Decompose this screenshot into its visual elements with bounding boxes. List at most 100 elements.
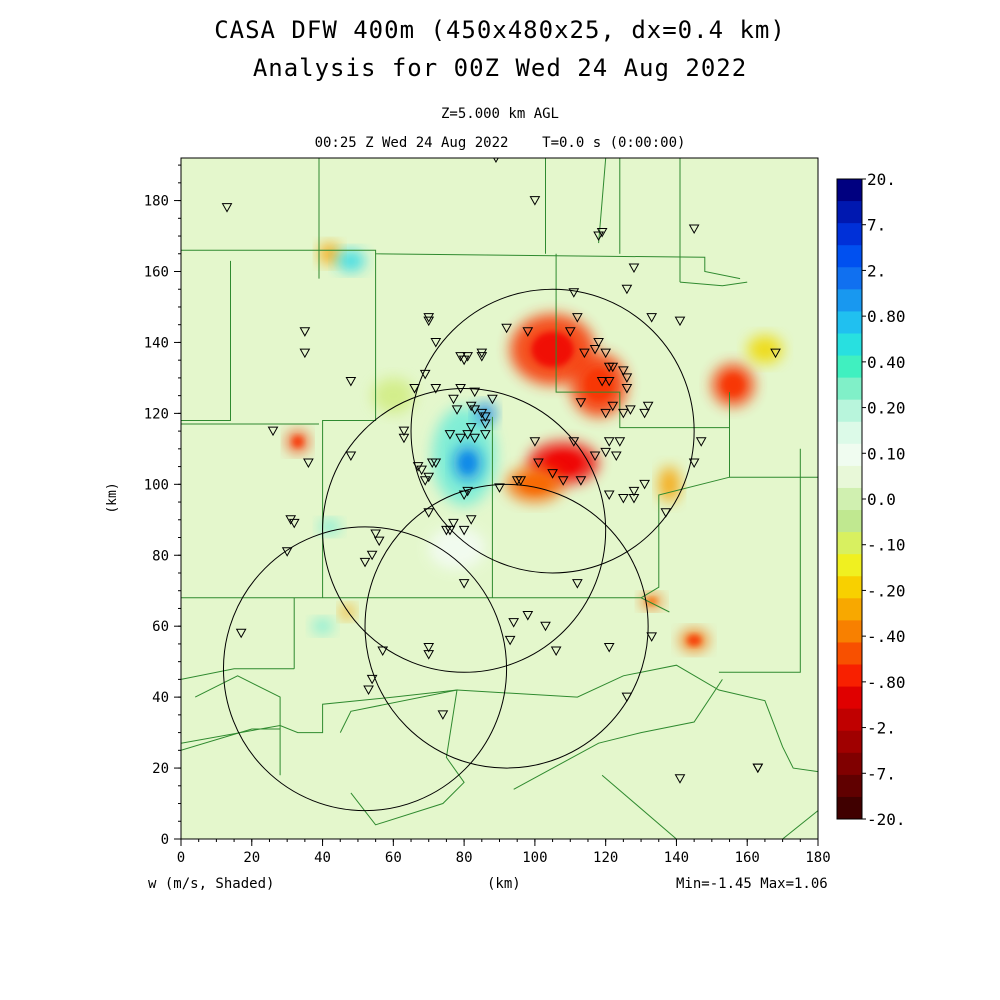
field-cell [372, 377, 415, 414]
station-marker [695, 437, 707, 447]
colorbar-label: -.40 [867, 627, 906, 646]
x-tick-label: 180 [805, 850, 830, 866]
y-tick-label: 20 [152, 761, 169, 777]
station-marker [281, 547, 293, 557]
x-axis-label: (km) [487, 876, 521, 892]
station-marker [458, 525, 470, 536]
y-tick-label: 60 [152, 619, 169, 635]
station-marker [416, 465, 427, 476]
field-cell-core [687, 635, 702, 646]
station-marker [448, 518, 459, 529]
station-marker [299, 327, 311, 337]
field-cell [658, 466, 680, 503]
colorbar-swatch [837, 421, 862, 445]
station-marker [564, 327, 576, 337]
station-marker [455, 384, 466, 394]
station-marker [603, 437, 615, 447]
x-tick-label: 160 [735, 850, 760, 866]
station-marker [533, 458, 544, 469]
station-marker [366, 550, 378, 561]
x-axis: 0 20 40 60 80 100 120 140 160 180 [177, 839, 831, 866]
county-line [782, 810, 818, 839]
colorbar-label: 0.20 [867, 399, 906, 418]
station-marker [568, 437, 580, 447]
station-marker [423, 650, 435, 660]
field-cell [747, 335, 783, 364]
county-line [181, 249, 741, 280]
variable-label: w (m/s, Shaded) [148, 876, 275, 892]
station-marker [674, 774, 686, 784]
station-marker [674, 316, 686, 327]
station-marker [529, 437, 541, 447]
y-tick-label: 160 [144, 265, 169, 281]
colorbar-label: -.20 [867, 581, 906, 600]
station-marker [437, 710, 449, 720]
colorbar-swatch [837, 598, 862, 621]
colorbar-swatch [837, 752, 862, 776]
field-cell-core [545, 452, 581, 474]
x-tick-label: 0 [177, 850, 185, 866]
plot-background [181, 158, 818, 839]
station-marker [458, 355, 470, 366]
colorbar-swatch [837, 311, 862, 334]
station-marker [462, 352, 474, 362]
colorbar-swatch [837, 532, 862, 555]
county-line [718, 448, 801, 673]
county-line [640, 476, 730, 599]
valid-time-label: 00:25 Z Wed 24 Aug 2022 T=0.0 s (0:00:00… [314, 135, 686, 151]
station-marker [504, 635, 516, 646]
station-marker [618, 366, 629, 376]
station-marker [589, 451, 601, 461]
station-marker [646, 632, 658, 642]
station-marker [603, 642, 615, 653]
colorbar-swatch [837, 267, 862, 290]
colorbar-swatch [837, 333, 862, 357]
stations [221, 158, 781, 784]
colorbar: 20. 7. 2. 0.80 0.40 0.20 0.10 0.0 -.10 -.20 -.40 -.… [836, 170, 906, 829]
field-cell [311, 619, 334, 634]
station-marker [522, 611, 534, 621]
station-marker [593, 337, 604, 348]
station-marker [618, 494, 629, 504]
radar-range-ring [364, 483, 649, 769]
station-marker [366, 674, 378, 685]
colorbar-swatch [837, 554, 862, 577]
station-marker [288, 518, 300, 529]
colorbar-swatch [837, 245, 862, 268]
station-marker [398, 426, 410, 437]
colorbar-swatch [837, 510, 862, 533]
colorbar-swatch [837, 223, 862, 246]
field-cell [428, 526, 486, 570]
station-marker [575, 476, 587, 486]
x-tick-label: 120 [593, 850, 618, 866]
y-tick-label: 100 [144, 477, 169, 493]
station-marker [557, 476, 569, 486]
colorbar-label: -2. [867, 719, 896, 738]
station-marker [603, 490, 615, 500]
colorbar-label: 2. [867, 261, 886, 280]
station-marker [572, 579, 583, 589]
station-marker [607, 401, 619, 412]
colorbar-swatch [837, 730, 862, 754]
station-marker [221, 203, 233, 213]
colorbar-swatch [837, 774, 862, 798]
level-label: Z=5.000 km AGL [440, 106, 559, 122]
radar-rings [222, 288, 695, 812]
station-marker [448, 394, 459, 405]
station-marker [423, 642, 435, 653]
station-marker [621, 373, 633, 383]
station-marker [465, 515, 477, 525]
station-marker [522, 327, 534, 337]
county-line [456, 664, 818, 773]
station-marker [465, 423, 477, 433]
colorbar-swatch [837, 664, 862, 688]
colorbar-label: 0.80 [867, 307, 906, 326]
field-cell [336, 250, 366, 272]
station-marker [550, 646, 562, 657]
station-marker [476, 348, 488, 359]
radar-range-ring [322, 388, 607, 673]
station-marker [455, 433, 466, 444]
colorbar-swatch [837, 443, 862, 467]
colorbar-label: 0.0 [867, 490, 896, 509]
